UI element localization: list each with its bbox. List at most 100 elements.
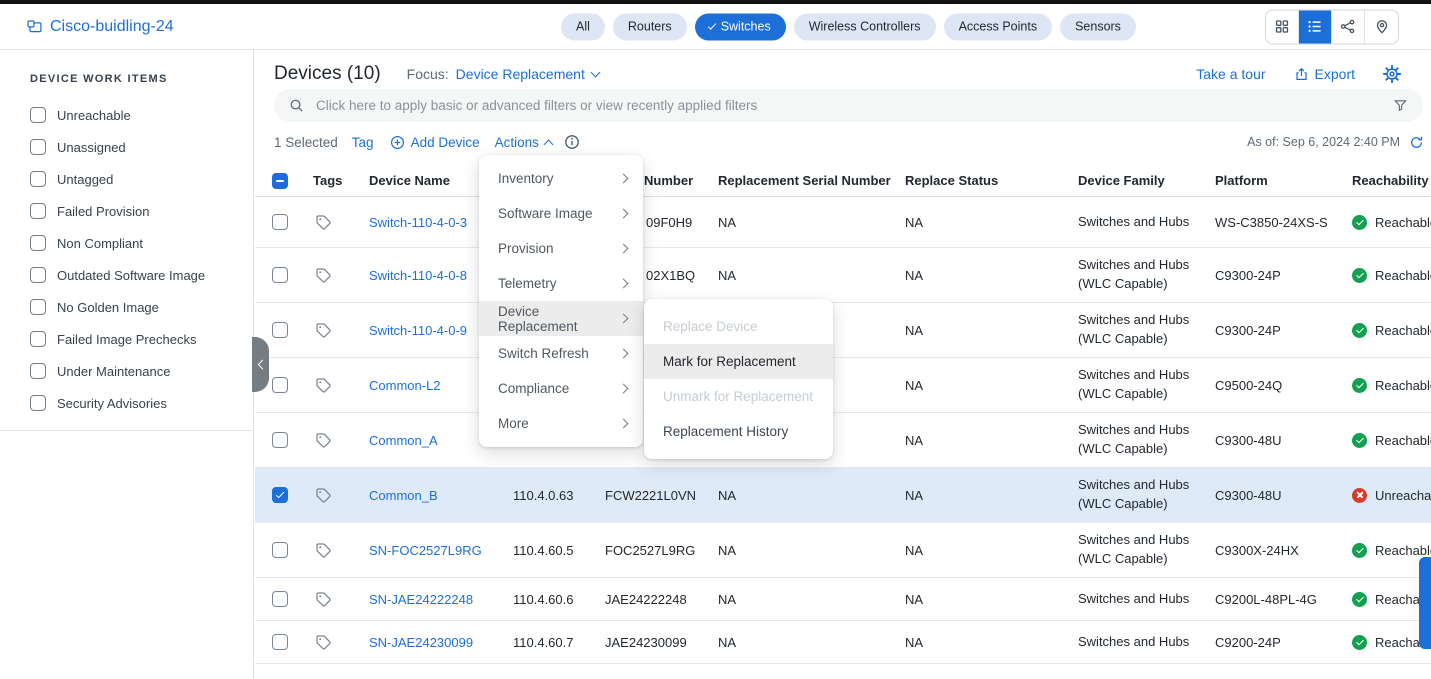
tag-icon[interactable] [315,214,355,231]
device-name-link[interactable]: Switch-110-4-0-8 [369,267,468,283]
device-type-filter[interactable]: Routers [612,13,687,40]
actions-menu-item[interactable]: Provision [479,231,643,266]
filter-search-bar[interactable] [274,89,1423,122]
work-item-checkbox[interactable] [30,267,46,283]
work-item[interactable]: Unreachable [0,99,253,131]
work-item-checkbox[interactable] [30,107,46,123]
work-item[interactable]: Failed Provision [0,195,253,227]
col-header-reachability[interactable]: Reachability [1352,173,1429,188]
take-a-tour-link[interactable]: Take a tour [1196,66,1266,82]
funnel-icon[interactable] [1393,98,1408,113]
tag-icon[interactable] [315,487,355,504]
col-header-replacement-serial[interactable]: Replacement Serial Number [718,173,891,188]
row-checkbox[interactable] [272,634,288,650]
col-header-tags[interactable]: Tags [313,173,343,188]
tag-icon[interactable] [315,542,355,559]
tag-icon[interactable] [315,432,355,449]
tag-icon[interactable] [315,322,355,339]
list-view-button[interactable] [1299,10,1332,43]
submenu-item[interactable]: Replacement History [663,424,789,439]
device-name-link[interactable]: SN-JAE24222248 [369,591,474,607]
work-item-checkbox[interactable] [30,235,46,251]
device-type-filter[interactable]: Switches [694,13,786,40]
select-all-checkbox[interactable] [272,172,288,189]
work-item[interactable]: Unassigned [0,131,253,163]
work-item-checkbox[interactable] [30,331,46,347]
work-item[interactable]: Failed Image Prechecks [0,323,253,355]
info-icon[interactable] [564,134,580,150]
col-header-device-name[interactable]: Device Name [369,173,450,188]
focus-dropdown[interactable]: Device Replacement [456,66,601,82]
row-checkbox[interactable] [272,542,288,558]
row-checkbox[interactable] [272,267,288,283]
work-item-checkbox[interactable] [30,139,46,155]
actions-menu-item[interactable]: Device Replacement [479,301,643,336]
device-name-link[interactable]: Common_A [369,432,438,448]
tag-icon[interactable] [315,377,355,394]
side-feedback-tab[interactable] [1419,557,1431,649]
search-input[interactable] [316,98,1381,113]
device-name-link[interactable]: Common_B [369,487,438,503]
device-name-link[interactable]: Switch-110-4-0-3 [369,214,468,230]
work-item[interactable]: Under Maintenance [0,355,253,387]
row-checkbox[interactable] [272,487,288,503]
work-item-checkbox[interactable] [30,395,46,411]
device-type-filter[interactable]: Access Points [943,13,1053,40]
actions-menu-item[interactable]: More [479,406,643,441]
map-view-button[interactable] [1365,10,1398,43]
add-device-button[interactable]: Add Device [390,135,480,150]
row-checkbox[interactable] [272,377,288,393]
device-type-filter[interactable]: Sensors [1060,13,1136,40]
tag-icon[interactable] [315,267,355,284]
table-row: Switch-110-4-0-8 02X1BQ NA NA Switches a… [255,248,1431,303]
work-item[interactable]: Untagged [0,163,253,195]
work-item-checkbox[interactable] [30,299,46,315]
refresh-icon[interactable] [1409,135,1424,150]
actions-menu-item[interactable]: Software Image [479,196,643,231]
row-checkbox[interactable] [272,322,288,338]
work-item-checkbox[interactable] [30,363,46,379]
device-name-link[interactable]: Switch-110-4-0-9 [369,322,468,338]
work-item-label: Security Advisories [57,395,167,411]
actions-menu-item[interactable]: Telemetry [479,266,643,301]
device-type-filter[interactable]: Wireless Controllers [793,13,936,40]
replacement-submenu: Replace Device Mark for Replacement Unma… [644,299,833,459]
grid-view-button[interactable] [1266,10,1299,43]
export-button[interactable]: Export [1294,66,1355,82]
row-checkbox[interactable] [272,432,288,448]
device-type-filter[interactable]: All [561,13,605,40]
work-item[interactable]: Security Advisories [0,387,253,419]
col-header-device-family[interactable]: Device Family [1078,173,1165,188]
work-item[interactable]: Outdated Software Image [0,259,253,291]
table-row: Common_A NA NA Switches and Hubs (WLC Ca… [255,413,1431,468]
row-checkbox[interactable] [272,214,288,230]
actions-menu-item[interactable]: Switch Refresh [479,336,643,371]
sidebar-collapse-handle[interactable] [252,337,269,392]
col-header-platform[interactable]: Platform [1215,173,1268,188]
serial-number-cell: JAE24230099 [605,634,687,650]
settings-button[interactable] [1383,65,1401,83]
submenu-item[interactable]: Mark for Replacement [644,344,833,379]
row-checkbox[interactable] [272,591,288,607]
device-name-link[interactable]: Common-L2 [369,377,441,393]
work-item[interactable]: Non Compliant [0,227,253,259]
serial-number-cell: JAE24222248 [605,591,687,607]
brand[interactable]: Cisco-buidling-24 [26,18,174,36]
device-name-link[interactable]: SN-FOC2527L9RG [369,542,482,558]
platform-cell: C9300-48U [1215,432,1282,448]
col-header-replace-status[interactable]: Replace Status [905,173,999,188]
actions-menu-item[interactable]: Inventory [479,161,643,196]
work-item[interactable]: No Golden Image [0,291,253,323]
tag-button[interactable]: Tag [351,134,374,150]
actions-button[interactable]: Actions [495,135,554,150]
topology-view-button[interactable] [1332,10,1365,43]
device-name-link[interactable]: SN-JAE24230099 [369,634,474,650]
focus-label: Focus: [406,66,449,82]
replace-status-cell: NA [905,634,924,650]
work-item-checkbox[interactable] [30,171,46,187]
work-item-checkbox[interactable] [30,203,46,219]
tag-icon[interactable] [315,591,355,608]
tag-icon[interactable] [315,634,355,651]
actions-menu-item[interactable]: Compliance [479,371,643,406]
green-check-icon [1352,634,1367,650]
